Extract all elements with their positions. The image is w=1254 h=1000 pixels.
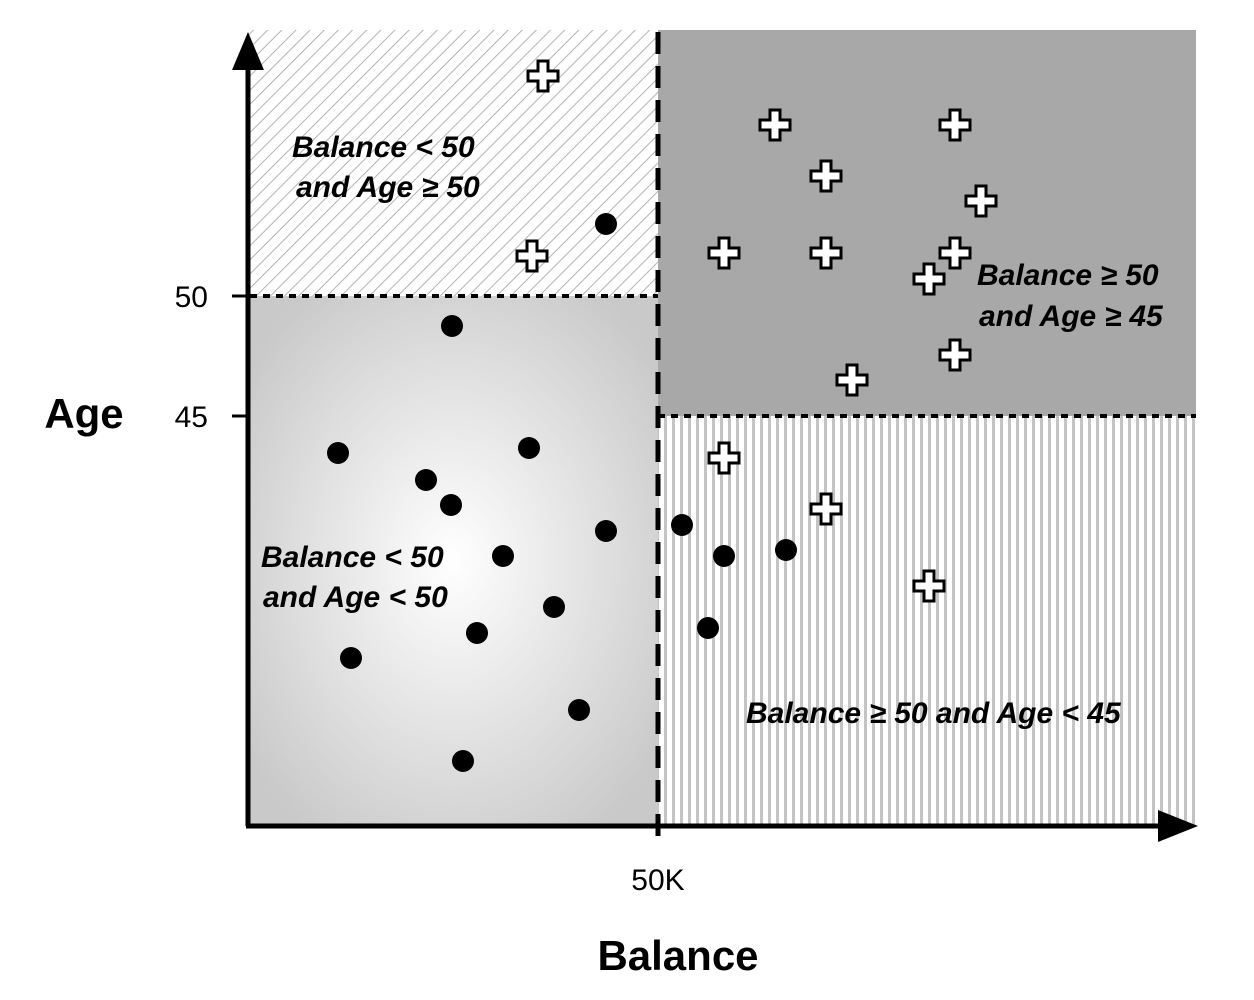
y-axis-title: Age [44, 390, 123, 437]
plus-outline-marker [515, 239, 549, 273]
region-label-line: Balance < 50 [261, 541, 444, 574]
plus-outline-marker [707, 236, 741, 270]
plus-outline-marker [526, 59, 560, 93]
filled-circle-marker [340, 647, 362, 669]
y-axis-arrow-icon [232, 32, 264, 70]
filled-circle-marker [775, 539, 797, 561]
filled-circle-marker [452, 750, 474, 772]
plus-outline-marker [912, 262, 946, 296]
plus-outline-marker [758, 108, 792, 142]
plus-outline-marker [707, 441, 741, 475]
filled-circle-marker [518, 437, 540, 459]
plus-outline-marker [809, 236, 843, 270]
filled-circle-marker [466, 622, 488, 644]
region-top-left [248, 30, 658, 296]
region-bottom-right [658, 416, 1196, 826]
region-label-line: and Age ≥ 50 [296, 171, 480, 204]
region-label-line: Balance < 50 [292, 131, 475, 164]
filled-circle-marker [492, 545, 514, 567]
filled-circle-marker [713, 545, 735, 567]
plus-outline-marker [912, 569, 946, 603]
plus-outline-marker [938, 236, 972, 270]
region-label-line: Balance ≥ 50 [977, 259, 1159, 292]
filled-circle-marker [327, 442, 349, 464]
filled-circle-marker [697, 617, 719, 639]
data-markers [327, 59, 998, 772]
x-axis-title: Balance [597, 932, 758, 979]
plus-outline-marker [938, 338, 972, 372]
plus-outline-marker [809, 492, 843, 526]
x-threshold-label: 50K [631, 864, 684, 897]
plus-outline-marker [835, 363, 869, 397]
filled-circle-marker [671, 514, 693, 536]
filled-circle-marker [595, 213, 617, 235]
plus-outline-marker [938, 108, 972, 142]
region-top-right [658, 30, 1196, 416]
region-label-line: Balance ≥ 50 and Age < 45 [746, 697, 1122, 730]
filled-circle-marker [441, 315, 463, 337]
filled-circle-marker [440, 494, 462, 516]
x-axis-arrow-icon [1158, 810, 1198, 842]
filled-circle-marker [543, 596, 565, 618]
region-label-top-left: Balance < 50 and Age ≥ 50 [292, 131, 480, 204]
region-label-line: and Age ≥ 45 [979, 300, 1164, 333]
region-label-bottom-right: Balance ≥ 50 and Age < 45 [746, 697, 1122, 730]
plus-outline-marker [809, 159, 843, 193]
y-tick-label-45: 45 [175, 401, 208, 434]
region-label-bottom-left: Balance < 50 and Age < 50 [261, 541, 448, 614]
plus-outline-marker [964, 184, 998, 218]
y-tick-label-50: 50 [175, 281, 208, 314]
filled-circle-marker [595, 520, 617, 542]
region-label-top-right: Balance ≥ 50 and Age ≥ 45 [977, 259, 1164, 333]
filled-circle-marker [415, 469, 437, 491]
filled-circle-marker [568, 699, 590, 721]
region-label-line: and Age < 50 [263, 581, 448, 614]
region-bottom-left [248, 296, 658, 826]
